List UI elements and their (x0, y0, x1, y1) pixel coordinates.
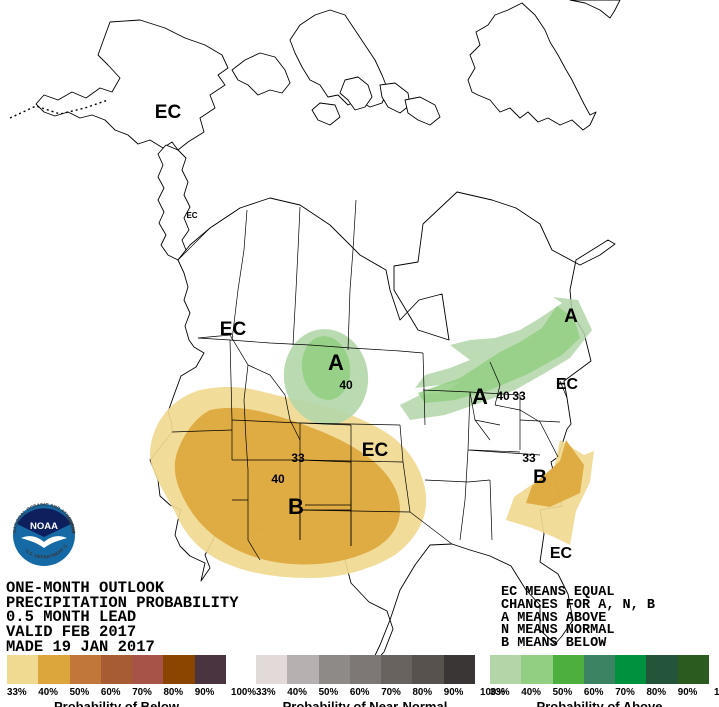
svg-text:EC: EC (556, 376, 579, 393)
svg-text:B: B (533, 467, 547, 488)
svg-text:40: 40 (339, 378, 353, 392)
svg-text:EC: EC (362, 440, 389, 461)
svg-text:33: 33 (512, 389, 526, 403)
svg-text:33: 33 (291, 451, 305, 465)
svg-text:EC: EC (550, 545, 573, 562)
svg-text:A: A (472, 384, 488, 409)
svg-text:A: A (564, 306, 578, 327)
svg-text:33: 33 (522, 451, 536, 465)
svg-text:40: 40 (496, 389, 510, 403)
svg-text:NOAA: NOAA (30, 521, 58, 532)
svg-text:A: A (328, 350, 344, 375)
svg-text:B: B (288, 494, 304, 519)
svg-text:EC: EC (155, 102, 182, 123)
svg-text:EC: EC (186, 211, 197, 220)
svg-text:40: 40 (271, 472, 285, 486)
svg-text:EC: EC (220, 319, 247, 340)
